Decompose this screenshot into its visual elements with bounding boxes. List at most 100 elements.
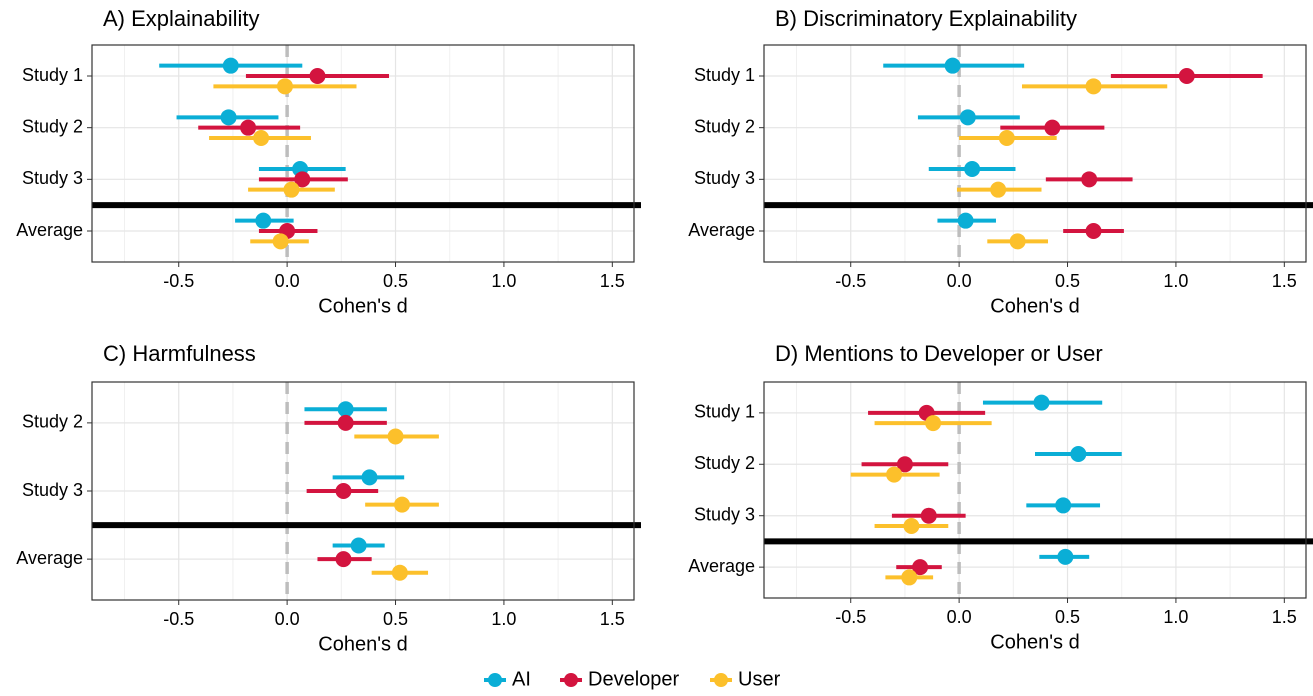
x-axis-title: Cohen's d [318,633,407,655]
x-tick-label: 0.5 [1055,271,1080,291]
point [222,57,239,74]
y-tick-label: Study 3 [22,480,83,500]
point [272,233,289,250]
panel-title: B) Discriminatory Explainability [775,6,1077,31]
x-tick-label: 0.5 [383,271,408,291]
x-tick-label: -0.5 [835,607,866,627]
y-tick-label: Study 3 [22,168,83,188]
point [1070,446,1087,462]
legend-label: Developer [588,668,680,690]
x-tick-label: 0.0 [275,271,300,291]
point [394,496,411,513]
legend-key-point [488,673,502,687]
y-tick-label: Study 2 [694,453,755,473]
point [1057,548,1074,565]
x-tick-label: 0.0 [947,271,972,291]
legend: AI Developer User [484,668,781,690]
point [1081,171,1098,188]
point [361,469,378,486]
point [925,415,942,432]
point [309,68,326,84]
y-tick-label: Study 2 [694,116,755,136]
legend-key-point [564,673,578,687]
x-axis-title: Cohen's d [990,295,1079,317]
y-tick-label: Study 3 [694,168,755,188]
x-tick-label: 1.5 [600,609,625,629]
point [1085,78,1102,95]
y-tick-label: Average [16,548,83,568]
point [337,414,354,431]
point [391,564,408,581]
panel-border [763,381,1307,599]
y-tick-label: Study 1 [694,65,755,85]
point [990,181,1007,198]
x-tick-label: 0.5 [1055,607,1080,627]
point [903,518,920,534]
panel: B) Discriminatory Explainability -0.5 0.0 0… [688,6,1313,317]
x-tick-label: 1.0 [1163,607,1188,627]
point [240,119,257,136]
y-tick-label: Average [16,220,83,240]
y-tick-label: Study 2 [22,116,83,136]
point [253,130,270,146]
point [998,130,1015,146]
x-tick-label: 0.0 [947,607,972,627]
panel-title: D) Mentions to Developer or User [775,341,1103,366]
legend-label: AI [512,668,531,690]
point [959,109,976,126]
point [1033,394,1050,411]
x-tick-label: 0.0 [275,609,300,629]
panel: A) Explainability -0.5 0.0 0.5 1.0 1.5 Study 1… [16,6,641,317]
point [1178,68,1195,84]
point [957,212,974,229]
panel-title: A) Explainability [103,6,260,31]
panel: D) Mentions to Developer or User -0.5 0.0 0… [688,341,1313,653]
point [886,466,903,483]
point [335,551,352,568]
point [335,483,352,499]
panel: C) Harmfulness -0.5 0.0 0.5 1.0 1.5 Study 2 Stu… [16,341,641,655]
x-tick-label: -0.5 [163,271,194,291]
point [901,569,918,586]
point [1009,233,1026,250]
point [283,181,300,198]
x-tick-label: 0.5 [383,609,408,629]
point [276,78,293,95]
y-tick-label: Study 1 [22,65,83,85]
x-tick-label: 1.0 [1163,271,1188,291]
x-axis-title: Cohen's d [990,631,1079,653]
panel-border [91,44,635,263]
x-tick-label: 1.0 [491,271,516,291]
y-tick-label: Study 1 [694,402,755,422]
point [337,401,354,418]
legend-label: User [738,668,781,690]
point [255,212,272,229]
x-tick-label: 1.5 [1272,271,1297,291]
y-tick-label: Study 3 [694,504,755,524]
x-tick-label: 1.5 [600,271,625,291]
point [1055,497,1072,514]
point [944,57,961,74]
panel-border [91,381,635,601]
point [294,171,311,188]
point [912,559,929,576]
point [920,507,937,524]
panel-border [763,44,1307,263]
point [1085,223,1102,239]
y-tick-label: Average [688,220,755,240]
y-tick-label: Average [688,556,755,576]
x-tick-label: -0.5 [835,271,866,291]
point [350,537,367,554]
point [964,161,981,177]
legend-key-point [714,673,728,687]
panel-title: C) Harmfulness [103,341,256,366]
x-tick-label: 1.5 [1272,607,1297,627]
point [1044,119,1061,136]
x-axis-title: Cohen's d [318,295,407,317]
y-tick-label: Study 2 [22,412,83,432]
point [896,456,913,473]
x-tick-label: 1.0 [491,609,516,629]
point [220,109,237,126]
point [387,428,404,445]
